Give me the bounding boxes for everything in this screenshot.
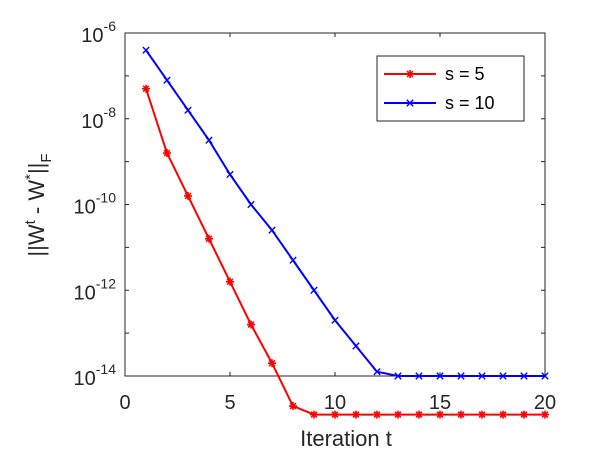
data-point [352,342,360,350]
y-tick-label: 10-6 [81,18,116,47]
data-point [499,410,507,419]
series-layer [142,46,549,419]
y-tick-base: 10 [81,111,103,133]
y-axis-title-sub: F [38,153,55,162]
y-tick-exponent: -12 [96,275,116,291]
data-point [247,200,255,209]
data-point [541,372,549,380]
data-point [520,410,528,419]
data-point [289,402,297,411]
y-tick-base: 10 [74,197,96,219]
legend-entries: s = 5 s = 10 [384,64,495,113]
data-point [457,410,465,419]
x-tick-label: 5 [224,392,235,414]
data-point [226,277,234,286]
data-point [142,46,150,54]
x-tick-label: 0 [119,392,130,414]
y-axis-title-mid: - W [24,180,49,221]
data-point [184,191,192,200]
data-point [406,99,414,107]
data-point [184,106,192,114]
data-point [394,372,402,380]
y-tick-label: 10-14 [74,361,117,390]
data-point [268,359,276,368]
x-tick-label: 15 [429,392,451,414]
y-axis-title-suffix: || [24,163,49,174]
data-point [226,170,234,179]
data-point [478,372,486,380]
data-point [205,136,213,144]
data-point [415,372,423,380]
y-tick-base: 10 [74,282,96,304]
data-point [406,70,414,78]
y-tick-exponent: -6 [104,18,117,34]
data-point [331,410,339,419]
y-axis-title-sup2: * [22,174,39,180]
data-point [520,372,528,380]
y-tick-label: 10-10 [74,190,117,219]
legend-entry: s = 10 [384,93,495,113]
y-tick-exponent: -10 [96,190,116,206]
data-point [268,226,276,234]
y-tick-label: 10-12 [74,275,117,304]
y-tick-label: 10-8 [81,104,116,133]
series-1 [142,84,549,419]
y-axis-title-prefix: ||W [24,224,49,256]
data-point [541,410,549,419]
data-point [436,372,444,380]
data-point [163,76,171,84]
data-point [436,410,444,419]
data-point [310,410,318,419]
data-point [331,316,339,324]
data-point [352,410,360,419]
y-tick-exponent: -8 [104,104,117,120]
y-axis-title: ||Wt - W*||F [22,153,55,256]
y-tick-base: 10 [81,25,103,47]
y-tick-base: 10 [74,368,96,390]
data-point [373,410,381,419]
legend: s = 5 s = 10 [376,55,525,122]
data-point [310,286,318,294]
data-point [478,410,486,419]
data-point [205,234,213,243]
data-point [247,320,255,329]
x-tick-label: 20 [534,392,556,414]
data-point [415,410,423,419]
y-tick-exponent: -14 [96,361,116,377]
data-point [499,372,507,380]
data-point [289,256,297,264]
series-2 [142,46,549,380]
x-tick-labels: 0 5 10 15 20 [119,392,556,414]
data-point [457,372,465,380]
legend-label: s = 10 [445,93,495,113]
y-axis-title-sup1: t [22,219,39,224]
data-point [142,84,150,93]
legend-label: s = 5 [445,64,485,84]
data-point [394,410,402,419]
legend-box [376,55,525,122]
x-axis-title: Iteration t [300,426,392,450]
legend-entry: s = 5 [384,64,485,84]
series-line [145,49,545,377]
x-tick-label: 10 [324,392,346,414]
data-point [373,368,381,376]
data-point [163,149,171,158]
